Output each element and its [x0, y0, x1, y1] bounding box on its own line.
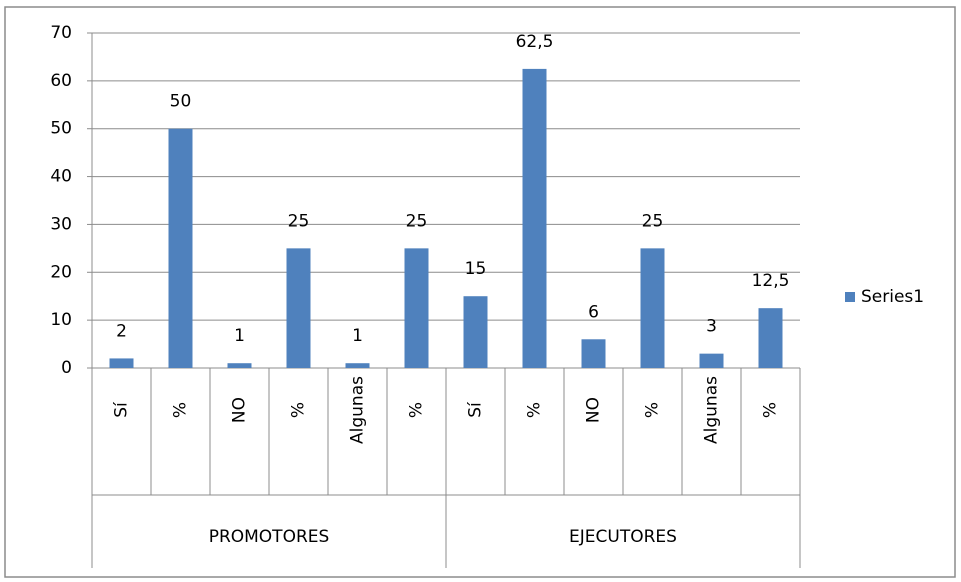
data-label: 2: [116, 321, 127, 341]
data-label: 1: [352, 326, 363, 346]
group-label: EJECUTORES: [569, 527, 677, 547]
bar: [699, 353, 724, 368]
legend-swatch: [845, 292, 855, 302]
legend-label: Series1: [861, 287, 924, 307]
bar: [286, 248, 311, 368]
x-tick-label: %: [171, 402, 191, 418]
data-label: 15: [465, 259, 487, 279]
data-label: 25: [288, 211, 310, 231]
group-label: PROMOTORES: [209, 527, 330, 547]
x-tick-label: Sí: [466, 401, 486, 418]
y-tick-label: 50: [50, 119, 72, 139]
x-tick-label: Sí: [112, 401, 132, 418]
chart-border: [4, 6, 956, 578]
data-label: 62,5: [516, 32, 554, 52]
data-label: 1: [234, 326, 245, 346]
x-tick-label: Algunas: [702, 376, 722, 444]
data-label: 50: [170, 92, 192, 112]
y-tick-label: 60: [50, 71, 72, 91]
bar: [227, 363, 252, 368]
bar: [463, 296, 488, 368]
data-label: 12,5: [752, 271, 790, 291]
x-tick-label: NO: [584, 397, 604, 423]
y-tick-label: 40: [50, 167, 72, 187]
bar: [168, 128, 193, 368]
bar: [345, 363, 370, 368]
bar: [640, 248, 665, 368]
bar: [522, 68, 547, 369]
x-tick-label: NO: [230, 397, 250, 423]
x-tick-label: %: [289, 402, 309, 418]
bar: [581, 339, 606, 368]
x-tick-label: %: [407, 402, 427, 418]
x-tick-label: Algunas: [348, 376, 368, 444]
x-tick-label: %: [761, 402, 781, 418]
y-tick-label: 20: [50, 262, 72, 282]
bar: [758, 308, 783, 368]
y-tick-label: 0: [61, 358, 72, 378]
bar: [109, 358, 134, 368]
x-tick-label: %: [643, 402, 663, 418]
data-label: 25: [406, 211, 428, 231]
bar: [404, 248, 429, 368]
x-tick-label: %: [525, 402, 545, 418]
data-label: 25: [642, 211, 664, 231]
y-tick-label: 70: [50, 23, 72, 43]
data-label: 6: [588, 302, 599, 322]
data-label: 3: [706, 317, 717, 337]
y-tick-label: 10: [50, 310, 72, 330]
y-tick-label: 30: [50, 214, 72, 234]
